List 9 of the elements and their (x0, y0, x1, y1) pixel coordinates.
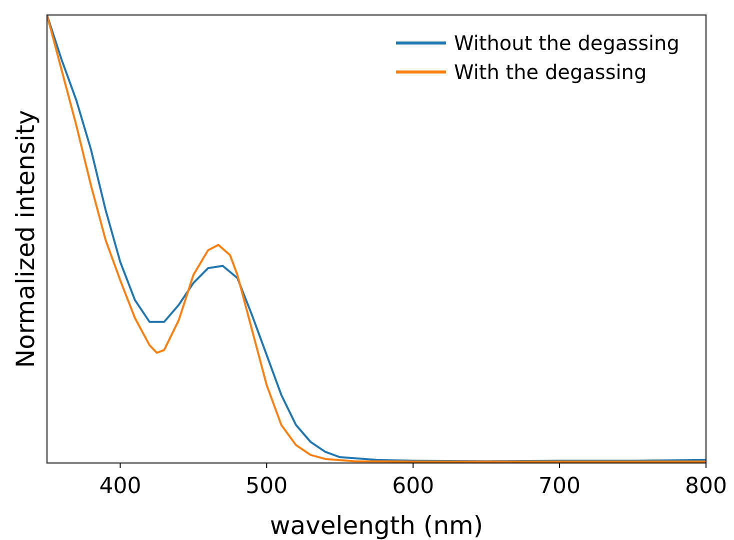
x-tick-label: 400 (99, 474, 142, 499)
y-axis-title: Normalized intensity (11, 110, 40, 368)
legend-label: Without the degassing (454, 31, 680, 55)
legend-label: With the degassing (454, 60, 647, 84)
x-tick-label: 700 (538, 474, 581, 499)
x-tick-label: 800 (685, 474, 727, 499)
x-axis-title: wavelength (nm) (270, 511, 484, 540)
x-tick-label: 600 (392, 474, 434, 499)
x-tick-label: 500 (246, 474, 288, 499)
